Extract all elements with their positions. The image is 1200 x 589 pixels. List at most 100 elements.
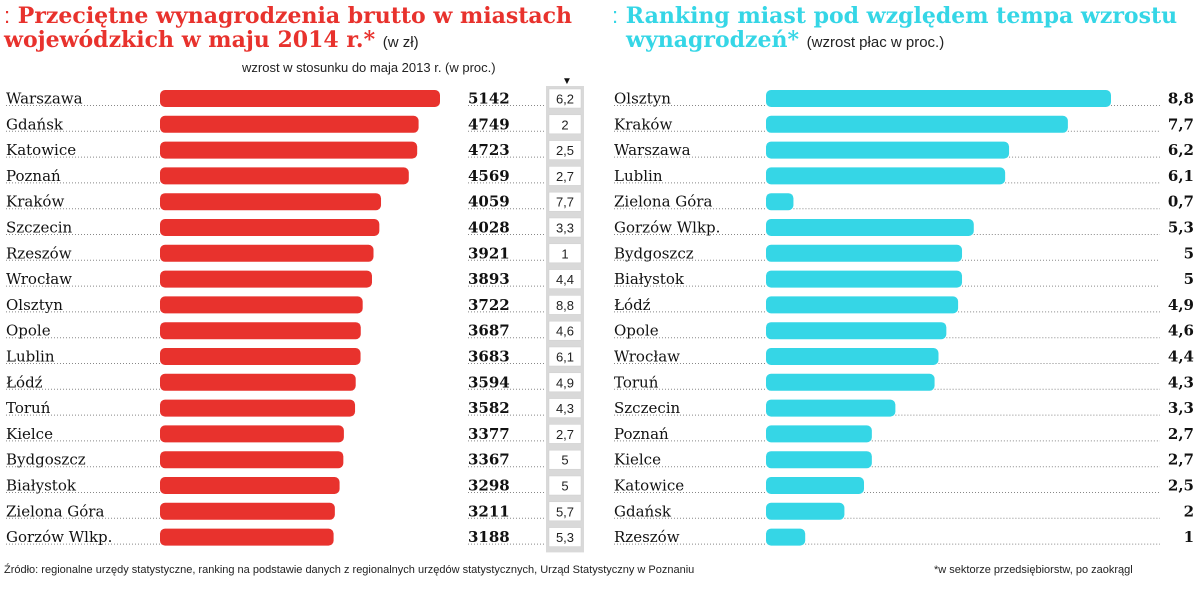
city-label: Bydgoszcz (614, 244, 694, 262)
growth-rank-value-label: 0,7 (1168, 193, 1194, 211)
city-label: Gorzów Wlkp. (614, 219, 720, 237)
salary-value-label: 4059 (468, 193, 510, 211)
growth-rank-value-label: 6,1 (1168, 167, 1194, 185)
city-label: Zielona Góra (6, 502, 104, 520)
right-title-line2: wynagrodzeń* (626, 27, 799, 53)
growth-bar (766, 399, 896, 417)
growth-rank-value-label: 1 (1184, 528, 1194, 546)
salary-bar (160, 425, 344, 443)
growth-cell (548, 166, 582, 186)
growth-cell (548, 398, 582, 418)
growth-rank-value-label: 4,9 (1168, 296, 1194, 314)
growth-bar (766, 425, 872, 443)
growth-cell (548, 346, 582, 367)
city-label: Białystok (614, 270, 685, 288)
growth-bar (766, 502, 845, 520)
city-label: Szczecin (614, 399, 681, 417)
salary-bar (160, 115, 419, 133)
growth-cell (548, 217, 582, 238)
left-title-line1: Przeciętne wynagrodzenia brutto w miasta… (17, 3, 573, 29)
city-label: Szczecin (6, 219, 73, 237)
city-label: Kraków (614, 115, 672, 133)
growth-value-label: 5 (561, 479, 568, 494)
salary-value-label: 3687 (468, 322, 510, 340)
growth-value-label: 6,1 (556, 350, 574, 365)
growth-cell (548, 191, 582, 212)
growth-cell (548, 114, 582, 135)
growth-cell (548, 269, 582, 289)
growth-bar (766, 219, 974, 236)
growth-rank-value-label: 2,7 (1168, 425, 1194, 443)
salary-value-label: 3188 (468, 528, 510, 546)
growth-bar (766, 451, 872, 469)
growth-cell (548, 527, 582, 547)
salary-bar (160, 348, 361, 365)
city-label: Katowice (6, 141, 76, 159)
salary-bar (160, 90, 440, 107)
salary-bar (160, 502, 335, 520)
city-label: Gdańsk (6, 115, 64, 133)
growth-rank-value-label: 2,7 (1168, 451, 1194, 469)
city-label: Łódź (614, 296, 651, 314)
salary-value-label: 3594 (468, 373, 510, 391)
growth-value-label: 2,5 (556, 143, 574, 158)
salary-value-label: 4723 (468, 141, 510, 159)
salary-value-label: 3211 (468, 502, 510, 520)
growth-value-label: 4,3 (556, 401, 574, 416)
growth-bar (766, 528, 806, 546)
city-label: Poznań (614, 425, 669, 443)
growth-value-label: 2,7 (556, 169, 574, 184)
growth-value-label: 4,9 (556, 375, 574, 390)
growth-rank-value-label: 4,3 (1168, 373, 1194, 391)
growth-bar (766, 270, 963, 288)
growth-bar (766, 296, 959, 314)
salary-value-label: 4569 (468, 167, 510, 185)
growth-rank-value-label: 7,7 (1168, 115, 1194, 133)
growth-value-label: 4,4 (556, 272, 574, 287)
salary-value-label: 3582 (468, 399, 510, 417)
city-label: Kielce (614, 451, 661, 469)
growth-value-label: 2 (561, 117, 568, 132)
growth-rank-value-label: 5 (1184, 270, 1194, 288)
salary-bar (160, 296, 363, 314)
growth-cell (548, 424, 582, 444)
city-label: Gdańsk (614, 502, 672, 520)
growth-rank-value-label: 3,3 (1168, 399, 1194, 417)
right-title-unit: (wzrost płac w proc.) (806, 34, 945, 51)
growth-bar (766, 115, 1068, 133)
growth-bar (766, 373, 935, 391)
growth-bar (766, 90, 1111, 107)
growth-value-label: 7,7 (556, 195, 574, 210)
city-label: Katowice (614, 477, 684, 495)
growth-cell (548, 475, 582, 496)
city-label: Łódź (6, 373, 43, 391)
growth-rank-value-label: 4,6 (1168, 322, 1194, 340)
city-label: Bydgoszcz (6, 451, 86, 469)
growth-rank-value-label: 6,2 (1168, 141, 1194, 159)
salary-bar (160, 322, 361, 340)
city-label: Lublin (6, 348, 55, 366)
growth-rank-value-label: 5,3 (1168, 219, 1194, 237)
growth-cell (548, 372, 582, 393)
salary-value-label: 4028 (468, 219, 510, 237)
growth-rank-value-label: 5 (1184, 244, 1194, 262)
left-title-unit: (w zł) (382, 34, 419, 51)
growth-bar (766, 193, 794, 211)
salary-value-label: 3722 (468, 296, 510, 314)
growth-value-label: 1 (561, 246, 568, 261)
growth-value-label: 3,3 (556, 221, 574, 236)
growth-bar (766, 141, 1010, 159)
city-label: Toruń (6, 399, 51, 417)
city-label: Kraków (6, 193, 64, 211)
salary-value-label: 3367 (468, 451, 510, 469)
city-label: Wrocław (614, 348, 680, 366)
growth-value-label: 5,3 (556, 530, 574, 545)
footnote: *w sektorze przedsiębiorstw, po zaokrągl (934, 564, 1133, 576)
city-label: Lublin (614, 167, 663, 185)
city-label: Wrocław (6, 270, 72, 288)
growth-column-background (546, 86, 584, 553)
right-chart-title: : Ranking miast pod względem tempa wzros… (612, 4, 1177, 55)
city-label: Olsztyn (614, 90, 671, 108)
city-label: Zielona Góra (614, 193, 712, 211)
city-label: Opole (614, 322, 659, 340)
